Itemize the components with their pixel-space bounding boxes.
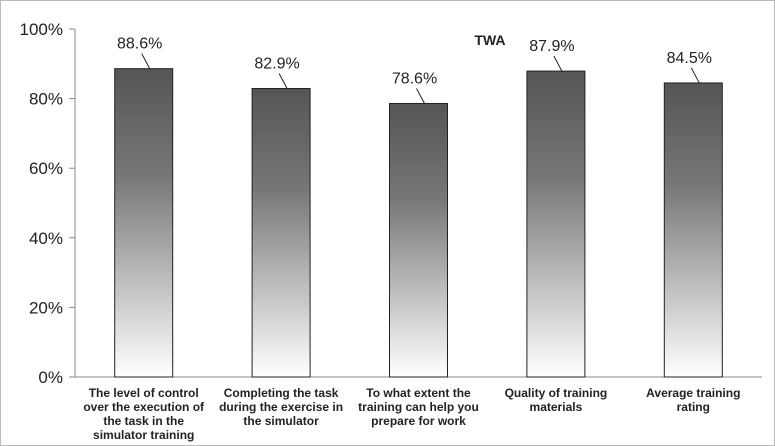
x-category-label-line: over the execution of <box>83 400 205 414</box>
x-category-label-line: The level of control <box>89 386 199 400</box>
y-tick-label: 100% <box>20 20 63 39</box>
x-category-label-line: rating <box>677 400 710 414</box>
data-label: 82.9% <box>254 56 299 73</box>
x-category-label: Completing the task during the exercise i… <box>219 386 343 428</box>
bar <box>663 82 723 378</box>
bar <box>389 102 448 378</box>
y-axis: 0% 20% 40% 60% 80% 100% <box>20 20 762 387</box>
y-tick-label: 40% <box>29 229 63 248</box>
x-category-label-line: training can help you <box>358 400 479 414</box>
category-labels: The level of control over the execution o… <box>83 386 740 442</box>
data-label: 84.5% <box>667 50 712 67</box>
data-label: 78.6% <box>392 70 437 87</box>
x-category-label-line: simulator training <box>93 428 194 442</box>
series-title: TWA <box>474 32 505 48</box>
x-category-label-line: Quality of training <box>505 386 608 400</box>
data-label-leader <box>553 55 563 72</box>
x-category-label-line: the task in the <box>103 414 184 428</box>
data-label-leader <box>690 67 700 84</box>
data-label: 87.9% <box>529 38 574 55</box>
y-tick-label: 0% <box>38 368 63 387</box>
bars: 88.6% 82.9% 78.6% 87.9% 84.5% <box>114 36 723 378</box>
x-category-label-line: during the exercise in <box>219 400 343 414</box>
x-category-label-line: the simulator <box>243 414 319 428</box>
x-category-label-line: Average training <box>646 386 740 400</box>
bar <box>526 70 586 378</box>
x-category-label: Quality of training materials <box>505 386 608 414</box>
x-category-label: The level of control over the execution o… <box>83 386 205 442</box>
x-category-label: Average training rating <box>646 386 740 414</box>
x-category-label: To what extent the training can help you p… <box>358 386 479 428</box>
x-category-label-line: To what extent the <box>366 386 471 400</box>
data-label-leader <box>141 53 151 69</box>
bar <box>251 88 311 378</box>
data-label-leader <box>278 73 288 89</box>
data-label: 88.6% <box>117 36 162 53</box>
bar <box>114 68 174 378</box>
y-tick-label: 20% <box>29 298 63 317</box>
x-category-label-line: prepare for work <box>371 414 466 428</box>
y-tick-label: 60% <box>29 159 63 178</box>
x-category-label-line: materials <box>530 400 583 414</box>
x-category-label-line: Completing the task <box>224 386 339 400</box>
y-tick-label: 80% <box>29 90 63 109</box>
data-label-leader <box>416 88 425 104</box>
